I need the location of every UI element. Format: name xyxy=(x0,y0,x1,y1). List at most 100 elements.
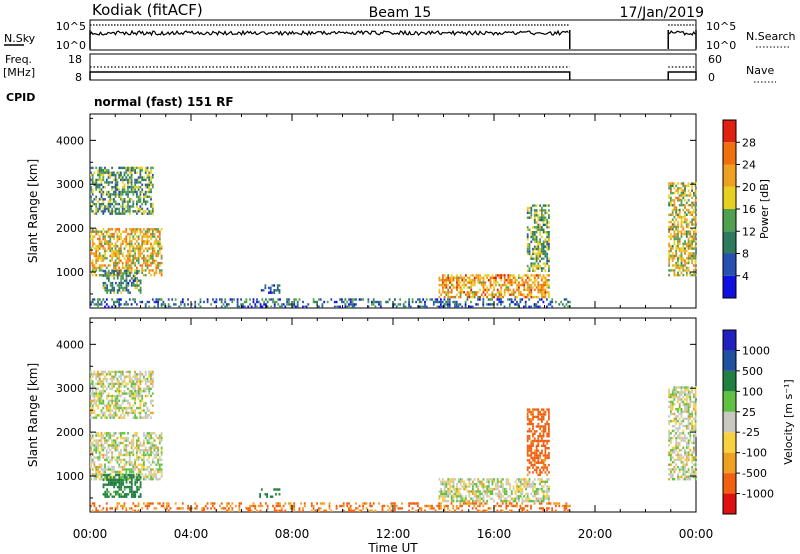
velocity-cell xyxy=(206,502,209,505)
velocity-cell xyxy=(537,456,540,460)
power-cell xyxy=(677,240,679,243)
power-cell xyxy=(344,298,347,301)
velocity-cell xyxy=(105,441,108,445)
power-cell xyxy=(125,193,128,196)
velocity-cell xyxy=(685,393,688,396)
velocity-cell xyxy=(528,437,531,440)
power-cell xyxy=(542,288,545,292)
velocity-cell xyxy=(682,410,685,413)
power-cell xyxy=(694,184,697,188)
velocity-cell xyxy=(127,402,129,405)
power-cell xyxy=(148,254,151,258)
velocity-cell xyxy=(542,492,545,496)
power-cell xyxy=(109,235,112,238)
power-cell xyxy=(139,228,142,231)
velocity-cell xyxy=(691,420,693,423)
velocity-cell xyxy=(675,463,678,466)
power-cell xyxy=(150,212,152,215)
velocity-cell xyxy=(203,507,205,510)
velocity-cell xyxy=(114,409,117,412)
power-cell xyxy=(107,228,110,231)
power-cell xyxy=(114,230,117,233)
noise-sky-trace xyxy=(667,30,696,36)
velocity-cell xyxy=(541,451,543,455)
velocity-cell xyxy=(132,465,135,469)
velocity-cell xyxy=(495,485,497,488)
power-cell xyxy=(240,303,242,306)
velocity-cell xyxy=(496,487,499,491)
power-cell xyxy=(151,183,154,186)
velocity-cell xyxy=(539,461,541,464)
power-cell xyxy=(673,201,676,204)
power-cell xyxy=(687,223,690,226)
velocity-cell xyxy=(158,456,161,459)
velocity-cell xyxy=(671,412,674,416)
power-cell xyxy=(682,182,685,185)
velocity-cell xyxy=(93,411,96,415)
velocity-cell xyxy=(104,375,106,378)
power-cell xyxy=(136,166,138,170)
power-cell xyxy=(146,228,149,231)
power-cell xyxy=(181,298,184,301)
velocity-cell xyxy=(694,424,697,428)
power-cell xyxy=(130,261,133,265)
power-cell xyxy=(111,186,113,189)
velocity-cell xyxy=(457,495,460,498)
power-cell xyxy=(440,293,442,296)
velocity-cell xyxy=(678,417,681,420)
velocity-cell xyxy=(417,504,419,508)
power-cell xyxy=(141,176,144,179)
power-cell xyxy=(521,279,524,282)
velocity-cell xyxy=(275,502,278,505)
power-cell xyxy=(146,176,149,179)
velocity-cell xyxy=(95,470,98,474)
power-cell xyxy=(279,298,281,301)
power-cell xyxy=(533,240,536,243)
velocity-cell xyxy=(533,478,536,481)
power-cell xyxy=(670,257,672,260)
power-cell xyxy=(689,274,692,277)
power-cell xyxy=(484,293,487,296)
power-cell xyxy=(151,232,154,236)
velocity-cell xyxy=(682,432,685,435)
velocity-cell xyxy=(532,485,534,488)
velocity-cell xyxy=(318,507,320,510)
power-cell xyxy=(157,235,159,238)
power-cell xyxy=(113,272,115,275)
velocity-cell xyxy=(121,473,124,476)
power-cell xyxy=(139,176,142,179)
power-cell xyxy=(118,247,121,250)
velocity-cell xyxy=(113,382,115,386)
power-cell xyxy=(102,186,105,189)
power-cell xyxy=(558,303,561,306)
power-cell xyxy=(461,305,463,308)
velocity-cell xyxy=(535,408,538,411)
velocity-cell xyxy=(541,413,543,416)
velocity-cell xyxy=(509,485,511,488)
power-cell xyxy=(127,257,129,260)
power-cell xyxy=(227,303,230,306)
velocity-cell xyxy=(111,483,114,486)
power-cell xyxy=(507,276,510,279)
power-cell xyxy=(684,240,686,243)
velocity-cell xyxy=(148,387,151,390)
velocity-cell xyxy=(362,504,364,508)
power-cell xyxy=(537,226,540,229)
velocity-cell xyxy=(482,509,485,512)
velocity-cell xyxy=(111,495,114,498)
velocity-cell xyxy=(113,432,115,435)
velocity-cell xyxy=(693,400,695,404)
power-cell xyxy=(463,279,465,282)
velocity-cell xyxy=(512,485,515,488)
velocity-cell xyxy=(109,409,112,412)
power-cell xyxy=(528,206,531,210)
power-cell xyxy=(129,291,131,294)
velocity-cell xyxy=(539,413,541,416)
power-cell xyxy=(150,264,152,267)
power-cell xyxy=(102,274,105,277)
power-cell xyxy=(514,281,517,284)
velocity-cell xyxy=(136,392,138,395)
velocity-cell xyxy=(540,502,543,505)
velocity-cell xyxy=(498,504,501,508)
velocity-cell xyxy=(673,434,676,437)
